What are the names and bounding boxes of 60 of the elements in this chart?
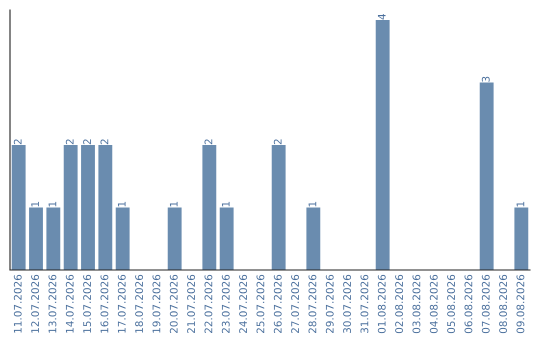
bar <box>29 208 43 270</box>
data-label: 2 <box>14 139 22 144</box>
data-label: 2 <box>204 139 212 144</box>
data-label: 2 <box>100 139 108 144</box>
data-label: 4 <box>378 14 386 20</box>
x-tick-label: 08.08.2026 <box>499 274 508 334</box>
x-tick-label: 14.07.2026 <box>66 274 74 333</box>
data-label: 1 <box>516 202 524 206</box>
x-tick-label: 16.07.2026 <box>100 274 108 333</box>
x-tick-label: 03.08.2026 <box>412 274 420 334</box>
bar <box>168 208 182 270</box>
x-tick-label: 02.08.2026 <box>395 274 404 334</box>
x-tick-label: 13.07.2026 <box>48 274 56 333</box>
data-label: 1 <box>31 202 39 206</box>
x-tick-label: 26.07.2026 <box>274 274 282 334</box>
bar <box>12 145 26 270</box>
x-tick-label: 20.07.2026 <box>170 274 178 334</box>
x-tick-label: 28.07.2026 <box>308 274 316 334</box>
bar <box>514 208 528 270</box>
x-tick-label: 29.07.2026 <box>326 274 334 334</box>
x-tick-label: 19.07.2026 <box>152 274 160 333</box>
bar <box>116 208 130 270</box>
bar <box>46 208 60 270</box>
x-tick-label: 12.07.2026 <box>31 274 40 333</box>
bar <box>376 20 390 270</box>
data-label: 2 <box>83 139 91 144</box>
x-tick-label: 01.08.2026 <box>378 274 386 334</box>
x-tick-label: 30.07.2026 <box>343 274 352 334</box>
x-tick-label: 17.07.2026 <box>118 274 126 333</box>
x-tick-label: 27.07.2026 <box>291 274 300 334</box>
x-tick-label: 24.07.2026 <box>239 274 248 334</box>
data-label: 2 <box>274 139 282 144</box>
data-label: 1 <box>48 202 56 206</box>
bar <box>202 145 216 270</box>
bar <box>81 145 95 270</box>
x-tick-label: 18.07.2026 <box>135 274 144 333</box>
x-tick-label: 11.07.2026 <box>14 274 22 333</box>
bar <box>220 208 234 270</box>
bar <box>480 82 494 270</box>
data-label: 1 <box>222 202 230 206</box>
x-tick-label: 04.08.2026 <box>430 274 438 334</box>
x-tick-label: 07.08.2026 <box>482 274 490 334</box>
data-label: 1 <box>170 202 178 206</box>
data-label: 1 <box>118 202 126 206</box>
x-tick-label: 25.07.2026 <box>256 274 264 334</box>
x-tick-label: 15.07.2026 <box>83 274 92 333</box>
x-tick-label: 23.07.2026 <box>222 274 230 334</box>
x-tick-label: 31.07.2026 <box>360 274 368 334</box>
x-tick-label: 09.08.2026 <box>516 274 524 334</box>
bar <box>98 145 112 270</box>
bar <box>272 145 286 270</box>
bar <box>64 145 78 270</box>
x-tick-label: 22.07.2026 <box>204 274 212 334</box>
data-label: 2 <box>66 139 74 144</box>
x-tick-label: 06.08.2026 <box>464 274 472 334</box>
data-label: 3 <box>482 76 490 82</box>
x-tick-label: 05.08.2026 <box>447 274 456 334</box>
bar <box>306 208 320 270</box>
x-tick-label: 21.07.2026 <box>187 274 196 334</box>
data-label: 1 <box>308 202 316 206</box>
